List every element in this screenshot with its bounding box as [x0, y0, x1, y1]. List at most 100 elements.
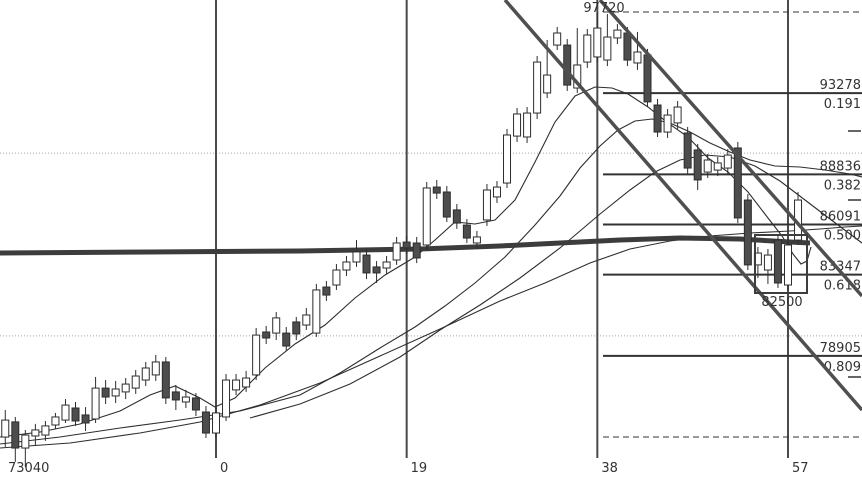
candle-body — [222, 379, 231, 418]
candle-body — [472, 236, 481, 244]
candle-body — [432, 186, 441, 194]
candle-body — [492, 186, 501, 198]
candle-bullish — [332, 263, 341, 290]
candle-bullish — [472, 230, 481, 250]
candle-bullish — [422, 181, 431, 250]
candle-bullish — [513, 107, 522, 142]
candle-bullish — [121, 378, 130, 400]
candle-bearish — [743, 194, 752, 271]
candle-body — [51, 416, 60, 426]
candle-bearish — [362, 249, 371, 279]
fib-price-label: 83347 — [820, 260, 861, 275]
candle-body — [101, 387, 110, 398]
candle-bullish — [783, 238, 792, 290]
candle-body — [653, 104, 662, 133]
candle-body — [372, 266, 381, 274]
candle-bearish — [402, 236, 411, 254]
candle-body — [121, 383, 130, 393]
candle-bearish — [452, 204, 461, 229]
candle-body — [482, 189, 491, 221]
candle-body — [553, 32, 562, 46]
candle-bullish — [723, 149, 732, 174]
candle-bullish — [633, 31, 642, 70]
candle-body — [442, 191, 451, 218]
candle-bullish — [111, 380, 120, 404]
candle-bullish — [663, 109, 672, 138]
candle-body — [533, 61, 542, 114]
candle-body — [201, 411, 210, 434]
candle-body — [41, 425, 50, 436]
candle-body — [503, 134, 512, 184]
candle-body — [693, 149, 702, 181]
candle-body — [161, 361, 170, 399]
candle-bullish — [553, 26, 562, 50]
candle-bearish — [201, 405, 210, 438]
candle-body — [412, 242, 421, 259]
candle-body — [783, 244, 792, 286]
candle-body — [422, 187, 431, 246]
box-price-label: 82500 — [761, 295, 802, 310]
candle-bearish — [171, 384, 180, 411]
candle-bullish — [91, 376, 100, 423]
candle-body — [613, 29, 622, 39]
x-axis-tick-label: 57 — [792, 461, 809, 476]
trend-line-down-channel-lower — [598, 0, 862, 298]
candle-bullish — [151, 355, 160, 381]
candle-body — [773, 239, 782, 284]
candle-bearish — [563, 39, 572, 91]
peak-price-label: 97720 — [583, 1, 624, 16]
x-axis-tick-label: 0 — [220, 461, 228, 476]
candle-body — [282, 332, 291, 347]
candle-body — [683, 132, 692, 169]
candle-bearish — [161, 357, 170, 404]
candle-bullish — [51, 412, 60, 430]
candle-bullish — [242, 370, 251, 392]
candle-body — [151, 361, 160, 376]
candle-bullish — [492, 181, 501, 203]
x-axis-tick-label: 19 — [411, 461, 428, 476]
candle-body — [663, 114, 672, 133]
candle-bearish — [432, 179, 441, 199]
candle-bearish — [442, 185, 451, 222]
candle-body — [703, 159, 712, 173]
candle-body — [713, 162, 722, 171]
candle-bearish — [292, 316, 301, 341]
candle-body — [212, 412, 220, 434]
candle-body — [322, 286, 331, 296]
candle-body — [342, 261, 351, 271]
candle-body — [563, 44, 572, 86]
candle-bullish — [222, 374, 231, 421]
candle-body — [462, 224, 471, 239]
candle-body — [593, 27, 602, 58]
candle-body — [131, 375, 140, 389]
candle-bearish — [462, 219, 471, 243]
candle-bullish — [603, 13, 612, 67]
candle-body — [723, 154, 732, 169]
candle-body — [21, 434, 30, 449]
fib-price-label: 86091 — [820, 210, 861, 225]
consolidation-box — [754, 234, 808, 294]
candle-bullish — [523, 107, 532, 144]
candle-body — [71, 407, 80, 422]
candle-body — [332, 269, 341, 286]
candle-body — [1, 419, 10, 438]
candle-body — [292, 321, 301, 335]
candle-body — [191, 397, 200, 411]
candle-bullish — [181, 389, 190, 409]
candle-bullish — [763, 249, 772, 284]
trend-line-down-channel-upper — [503, 0, 862, 412]
candle-bullish — [613, 24, 622, 44]
candle-body — [352, 251, 361, 263]
candle-body — [272, 317, 281, 334]
candle-bullish — [352, 240, 361, 267]
candle-body — [513, 113, 522, 137]
candle-bullish — [61, 399, 70, 423]
candle-body — [643, 54, 652, 103]
candle-body — [252, 334, 261, 376]
candle-bullish — [212, 408, 220, 438]
candle-bullish — [31, 423, 40, 447]
candle-body — [633, 51, 642, 64]
ma-medium-line — [0, 118, 862, 445]
candle-bullish — [482, 183, 491, 226]
